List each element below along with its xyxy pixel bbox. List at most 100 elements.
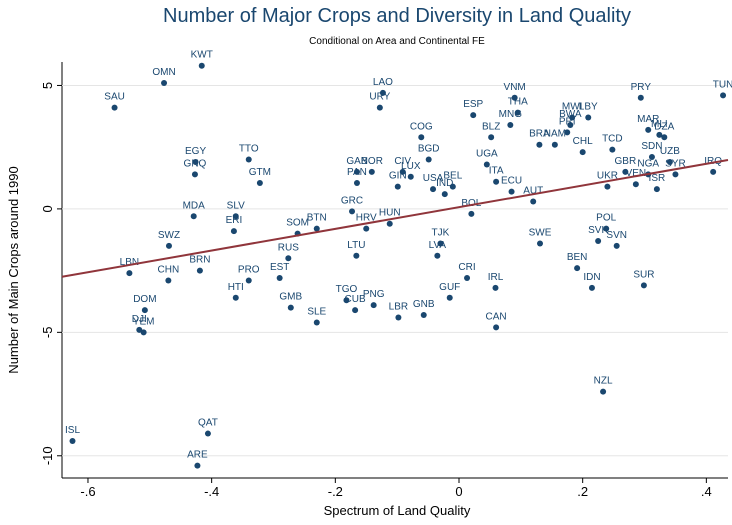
point — [191, 171, 198, 178]
point-label: UGA — [476, 148, 498, 159]
point — [394, 183, 401, 190]
point — [613, 242, 620, 249]
point — [386, 220, 393, 227]
point-label: BTN — [307, 213, 327, 224]
point-label: DOM — [133, 294, 156, 305]
point — [353, 179, 360, 186]
point-label: LVA — [429, 240, 447, 251]
point-label: THA — [508, 97, 528, 108]
point — [640, 282, 647, 289]
point-label: CRI — [458, 262, 475, 273]
point — [111, 104, 118, 111]
point-label: TCD — [602, 134, 623, 145]
point-label: SLE — [307, 306, 326, 317]
point-label: OMN — [152, 67, 175, 78]
point-label: GBR — [615, 156, 637, 167]
point — [256, 179, 263, 186]
point — [637, 94, 644, 101]
point — [493, 178, 500, 185]
fit-line — [61, 159, 729, 278]
point-label: CAN — [486, 311, 507, 322]
point-label: GNB — [413, 299, 435, 310]
point — [468, 210, 475, 217]
point — [349, 208, 356, 215]
point-label: DJI — [132, 314, 147, 325]
point-label: TJK — [432, 227, 450, 238]
point-label: LBY — [579, 102, 598, 113]
point-label: ITA — [489, 166, 504, 177]
point-label: NGA — [637, 158, 659, 169]
point-label: SWZ — [158, 230, 180, 241]
point — [653, 186, 660, 193]
point-label: EGY — [185, 146, 206, 157]
point — [579, 149, 586, 156]
point-label: PRY — [631, 82, 652, 93]
point — [648, 154, 655, 161]
point-label: PNG — [363, 289, 385, 300]
point — [470, 112, 477, 119]
point — [507, 121, 514, 128]
point-label: GRC — [341, 195, 363, 206]
point-label: CUB — [345, 294, 366, 305]
point-label: SLV — [227, 200, 245, 211]
point — [530, 198, 537, 205]
x-tick-label: .4 — [701, 484, 712, 499]
point — [379, 89, 386, 96]
point — [140, 329, 147, 336]
point — [230, 228, 237, 235]
point-label: SDN — [641, 141, 662, 152]
point — [313, 319, 320, 326]
point — [196, 267, 203, 274]
point-label: BRA — [529, 129, 550, 140]
x-tick-label: 0 — [455, 484, 462, 499]
point — [632, 181, 639, 188]
point — [352, 307, 359, 314]
point-label: HRV — [356, 213, 377, 224]
point-label: UKR — [597, 171, 618, 182]
point-label: POL — [596, 213, 616, 224]
point-label: IND — [436, 178, 453, 189]
point — [437, 240, 444, 247]
point — [603, 225, 610, 232]
point — [395, 314, 402, 321]
point-label: IRL — [488, 272, 504, 283]
point — [622, 168, 629, 175]
point — [232, 294, 239, 301]
point-label: MWI — [562, 102, 583, 113]
point — [595, 237, 602, 244]
point — [604, 183, 611, 190]
point — [376, 104, 383, 111]
point-label: BEL — [443, 171, 462, 182]
point-label: LBN — [120, 257, 139, 268]
point-label: SUR — [633, 269, 654, 280]
point — [710, 168, 717, 175]
point — [69, 437, 76, 444]
point — [353, 252, 360, 259]
point-label: GMB — [279, 292, 302, 303]
point-label: HTI — [228, 282, 244, 293]
point-label: GNQ — [184, 158, 207, 169]
point — [343, 297, 350, 304]
point-label: GIN — [389, 171, 407, 182]
point — [569, 114, 576, 121]
point-label: CHL — [573, 136, 593, 147]
point — [600, 388, 607, 395]
y-tick-label: 5 — [40, 82, 55, 89]
point — [285, 255, 292, 262]
point — [190, 213, 197, 220]
x-tick-label: -.4 — [204, 484, 219, 499]
point — [720, 92, 727, 99]
point-label: SOM — [286, 218, 309, 229]
point — [492, 284, 499, 291]
x-tick-label: .2 — [577, 484, 588, 499]
point — [425, 156, 432, 163]
point — [245, 156, 252, 163]
point — [441, 191, 448, 198]
point — [656, 131, 663, 138]
point-label: GUF — [439, 282, 460, 293]
point-label: YEM — [133, 316, 155, 327]
point-label: NOR — [361, 156, 383, 167]
point-label: MDA — [183, 200, 206, 211]
point-label: GAB — [346, 156, 367, 167]
